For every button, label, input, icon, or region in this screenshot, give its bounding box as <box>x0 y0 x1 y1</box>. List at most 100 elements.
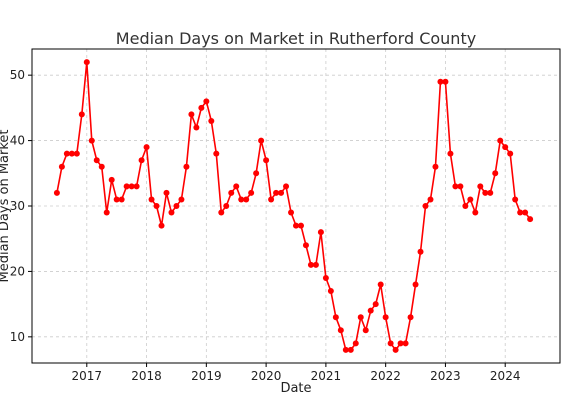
data-point <box>118 196 125 203</box>
x-tick-label: 2018 <box>131 369 162 383</box>
data-point <box>248 189 255 196</box>
data-point <box>487 189 494 196</box>
data-point <box>507 150 514 157</box>
data-point <box>168 209 175 216</box>
data-point <box>243 196 250 203</box>
data-point <box>412 281 419 288</box>
x-tick-label: 2021 <box>311 369 342 383</box>
data-point <box>108 176 115 183</box>
y-tick-label: 40 <box>10 134 25 148</box>
data-point <box>362 327 369 334</box>
data-point <box>297 222 304 229</box>
data-point <box>512 196 519 203</box>
data-point <box>233 183 240 190</box>
data-point <box>278 189 285 196</box>
data-point <box>148 196 155 203</box>
data-point <box>467 196 474 203</box>
data-point <box>437 78 444 85</box>
data-point <box>502 144 509 151</box>
series-markers <box>53 59 534 353</box>
x-tick-label: 2019 <box>191 369 222 383</box>
data-point <box>482 189 489 196</box>
data-point <box>238 196 245 203</box>
x-tick-label: 2022 <box>370 369 401 383</box>
data-point <box>58 163 65 170</box>
data-point <box>53 189 60 196</box>
data-point <box>372 301 379 308</box>
chart-title: Median Days on Market in Rutherford Coun… <box>116 29 476 48</box>
data-point <box>138 157 145 164</box>
x-tick-label: 2024 <box>490 369 521 383</box>
data-point <box>133 183 140 190</box>
data-point <box>322 274 329 281</box>
data-point <box>332 314 339 321</box>
data-point <box>83 59 90 66</box>
data-point <box>527 216 534 223</box>
data-point <box>347 346 354 353</box>
data-point <box>472 209 479 216</box>
y-tick-label: 10 <box>10 330 25 344</box>
y-axis-label: Median Days on Market <box>0 129 12 282</box>
data-point <box>103 209 110 216</box>
data-point <box>382 314 389 321</box>
data-point <box>73 150 80 157</box>
data-point <box>183 163 190 170</box>
data-point <box>208 117 215 124</box>
data-point <box>397 340 404 347</box>
data-point <box>407 314 414 321</box>
data-point <box>173 203 180 209</box>
data-point <box>143 144 150 151</box>
data-point <box>422 203 429 209</box>
data-point <box>203 98 210 105</box>
data-point <box>307 261 314 268</box>
data-point <box>312 261 319 268</box>
data-point <box>497 137 504 144</box>
data-point <box>93 157 100 164</box>
data-point <box>193 124 200 131</box>
x-tick-label: 2023 <box>430 369 461 383</box>
data-point <box>367 307 374 314</box>
x-tick-label: 2017 <box>72 369 103 383</box>
data-point <box>88 137 95 144</box>
data-point <box>442 78 449 85</box>
data-point <box>263 157 270 164</box>
data-point <box>163 189 170 196</box>
data-point <box>283 183 290 190</box>
data-point <box>198 104 205 111</box>
data-point <box>288 209 295 216</box>
x-axis-label: Date <box>280 381 311 396</box>
data-point <box>327 288 334 295</box>
data-point <box>387 340 394 347</box>
data-point <box>522 209 529 216</box>
data-point <box>253 170 260 177</box>
data-point <box>477 183 484 190</box>
data-point <box>342 346 349 353</box>
data-point <box>352 340 359 347</box>
data-point <box>402 340 409 347</box>
y-tick-label: 50 <box>10 68 25 82</box>
data-point <box>188 111 195 118</box>
data-point <box>68 150 75 157</box>
data-point <box>63 150 70 157</box>
y-tick-label: 30 <box>10 199 25 213</box>
data-point <box>123 183 130 190</box>
data-point <box>153 203 160 209</box>
data-point <box>213 150 220 157</box>
grid-lines <box>32 49 560 363</box>
data-point <box>392 346 399 353</box>
data-point <box>98 163 105 170</box>
data-point <box>113 196 120 203</box>
data-point <box>452 183 459 190</box>
data-point <box>273 189 280 196</box>
data-point <box>258 137 265 144</box>
data-point <box>293 222 299 229</box>
data-point <box>228 189 235 196</box>
y-tick-label: 20 <box>10 264 25 278</box>
data-point <box>427 196 434 203</box>
data-point <box>447 150 454 157</box>
data-point <box>178 196 185 203</box>
data-point <box>492 170 499 177</box>
data-point <box>268 196 275 203</box>
data-point <box>158 222 165 229</box>
